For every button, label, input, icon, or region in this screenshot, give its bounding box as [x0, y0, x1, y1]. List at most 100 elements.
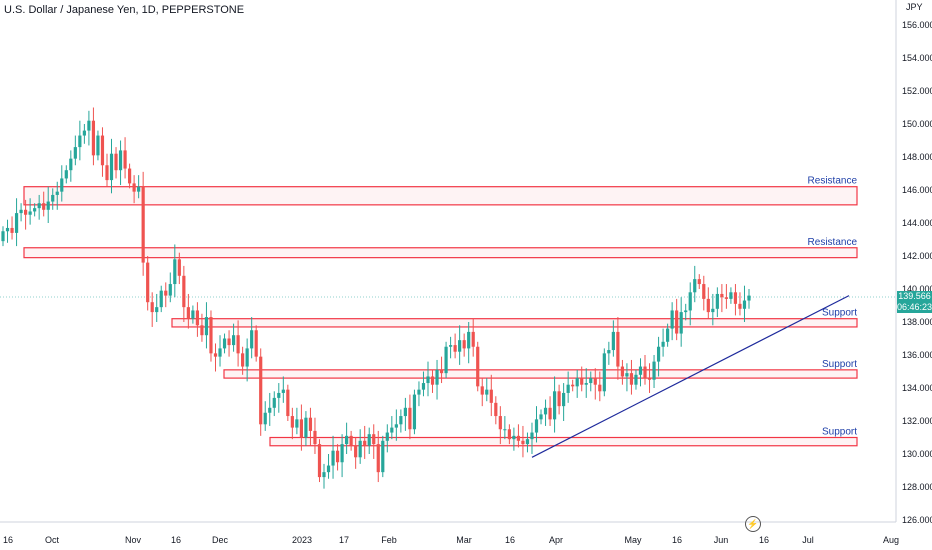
candle-body [5, 227, 10, 232]
candle-body [562, 392, 566, 407]
price-tick-label: 134.000 [902, 383, 932, 393]
candle-body [439, 369, 444, 374]
candle-body [127, 168, 132, 184]
candle-body [616, 331, 620, 367]
candle-body [186, 307, 190, 319]
candle-body [647, 378, 652, 380]
zone-label: Resistance [808, 237, 858, 248]
candle-body [394, 424, 398, 428]
zone-box[interactable] [23, 247, 858, 259]
candle-body [222, 338, 227, 349]
candle-body [390, 427, 394, 433]
zone-box[interactable] [223, 369, 858, 379]
candle-body [598, 384, 602, 392]
candle-body [173, 259, 177, 285]
candle-body [711, 308, 715, 313]
candle-body [155, 307, 159, 313]
candle-body [688, 292, 692, 311]
candle-body [548, 407, 552, 420]
candle-body [702, 284, 706, 299]
candle-body [485, 389, 489, 395]
candle-body [33, 208, 37, 212]
time-tick-label: Apr [549, 535, 563, 545]
candle-body [191, 310, 195, 319]
candle-body [123, 150, 127, 169]
candle-body [51, 194, 55, 202]
candle-body [444, 346, 448, 374]
candle-body [625, 373, 629, 377]
candle-body [629, 373, 634, 385]
candle-body [304, 417, 308, 438]
candle-body [55, 191, 59, 195]
candle-body [458, 340, 462, 352]
candle-body [37, 203, 41, 209]
candle-body [399, 416, 403, 425]
candle-body [693, 279, 697, 293]
candle-body [557, 391, 561, 407]
candle-body [489, 389, 493, 403]
candle-body [571, 384, 575, 387]
zone-label: Support [822, 359, 857, 370]
candle-body [584, 383, 588, 385]
candle-body [326, 465, 331, 473]
time-tick-label: 17 [339, 535, 349, 545]
candle-body [146, 262, 150, 303]
candle-body [498, 416, 502, 430]
candle-body [471, 331, 475, 347]
zone-box[interactable] [23, 186, 858, 206]
candle-body [46, 201, 50, 210]
candle-body [236, 335, 240, 354]
candle-body [403, 407, 407, 417]
candle-body [114, 153, 118, 171]
candle-body [363, 440, 367, 446]
price-tick-label: 126.000 [902, 515, 932, 525]
candle-body [575, 378, 579, 387]
candle-body [421, 383, 426, 390]
candle-body [331, 450, 335, 466]
candle-body [340, 444, 344, 463]
bar-countdown: 06:46:23 [897, 302, 932, 312]
candle-body [697, 279, 701, 285]
candle-body [118, 150, 123, 171]
trend-line[interactable] [531, 295, 850, 458]
candle-body [580, 378, 584, 385]
zone-layer: Resistance Resistance Support Support Suppor… [23, 176, 858, 447]
time-tick-label: Feb [381, 535, 397, 545]
candle-body [218, 348, 222, 357]
candle-body [1, 231, 5, 242]
candle-body [643, 366, 647, 379]
zone-box[interactable] [171, 318, 858, 328]
price-axis[interactable]: 156.000 154.000 152.000 150.000 148.000 146.0… [902, 20, 932, 525]
candle-body [720, 293, 724, 298]
candle-body [729, 292, 733, 299]
candle-body [607, 350, 611, 354]
candle-body [435, 369, 439, 385]
candle-body [82, 130, 86, 136]
candle-body [602, 353, 606, 392]
candle-body [453, 345, 457, 352]
candle-body [480, 386, 484, 395]
price-tick-label: 136.000 [902, 350, 932, 360]
candle-body [245, 348, 249, 367]
current-price-value: 139.566 [898, 291, 931, 301]
time-axis[interactable]: 16 Oct Nov 16 Dec 2023 17 Feb Mar 16 Apr May 16 Jun 16… [3, 535, 899, 545]
candle-body [100, 135, 105, 166]
candle-body [638, 366, 643, 375]
candle-body [679, 312, 683, 334]
candle-body [69, 158, 73, 171]
candle-body [354, 445, 358, 458]
candle-body [195, 310, 200, 326]
candle-body [525, 439, 530, 445]
candle-body [28, 211, 32, 215]
candle-body [372, 434, 376, 445]
price-tick-label: 150.000 [902, 119, 932, 129]
candle-body [620, 366, 625, 377]
lightning-icon[interactable]: ⚡ [745, 516, 761, 532]
candle-body [503, 429, 507, 431]
candle-body [73, 147, 77, 159]
candle-body [367, 434, 371, 446]
price-tick-label: 138.000 [902, 317, 932, 327]
candle-body [634, 374, 638, 385]
candle-body [259, 356, 263, 425]
